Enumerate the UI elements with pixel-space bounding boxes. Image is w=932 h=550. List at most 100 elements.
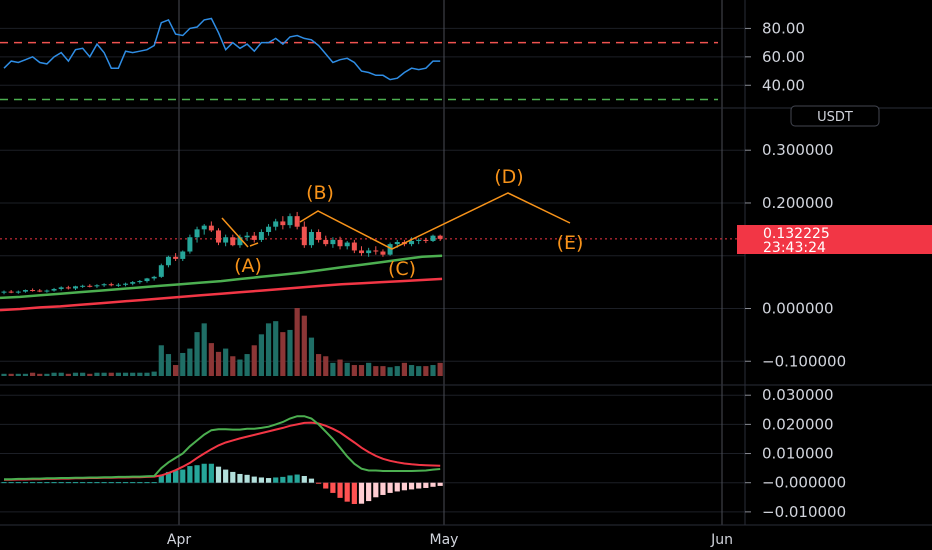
volume-bar <box>330 362 336 376</box>
ma-slow-line <box>0 277 443 312</box>
macd-hist-bar <box>316 482 322 484</box>
macd-hist-bar <box>15 482 21 484</box>
candle-body <box>130 282 136 284</box>
volume-bar <box>316 354 322 376</box>
price-tick-label: 0.300000 <box>762 141 834 159</box>
volume-bar <box>101 372 107 376</box>
volume-bar <box>401 362 407 376</box>
candle-body <box>8 291 14 293</box>
volume-bar <box>1 373 7 376</box>
wave-label-e: (E) <box>557 232 584 254</box>
rsi-axis-ticks: 80.00 60.00 40.00 <box>745 19 805 94</box>
volume-bar <box>258 334 264 376</box>
time-axis[interactable]: Apr May Jun <box>0 524 932 548</box>
candle-body <box>173 256 179 259</box>
candle-body <box>258 231 264 240</box>
candle-body <box>416 239 422 241</box>
candle-body <box>180 251 186 259</box>
volume-bar <box>87 373 93 376</box>
candle-body <box>330 239 336 245</box>
candle-body <box>337 239 343 247</box>
candle-body <box>187 237 193 252</box>
macd-hist-bar <box>165 471 172 483</box>
last-price-tag: 0.132225 23:43:24 <box>737 225 932 256</box>
macd-hist-bar <box>58 482 64 484</box>
macd-hist-bar <box>80 482 86 484</box>
macd-hist-bar <box>115 482 121 484</box>
volume-bar <box>408 365 415 376</box>
macd-hist-bar <box>72 482 79 484</box>
candle-body <box>273 221 279 227</box>
candle-body <box>201 225 207 230</box>
volume-bar <box>230 356 236 376</box>
volume-bar <box>323 356 329 376</box>
price-tick-label: −0.100000 <box>762 352 846 370</box>
bar-countdown: 23:43:24 <box>763 240 826 256</box>
candle-body <box>394 242 400 245</box>
wave-label-a: (A) <box>234 255 262 277</box>
price-tick-label: 0.200000 <box>762 194 834 212</box>
candle-body <box>51 288 57 291</box>
macd-histogram <box>1 463 443 504</box>
candle-body <box>223 237 229 243</box>
rsi-tick-label: 80.00 <box>762 19 805 37</box>
candle-body <box>30 290 36 292</box>
macd-hist-bar <box>215 466 222 483</box>
elliott-wave-path <box>221 192 571 250</box>
volume-bar <box>237 359 243 376</box>
macd-hist-bar <box>44 482 50 484</box>
candle-body <box>58 287 64 289</box>
macd-hist-bar <box>358 482 365 504</box>
candle-body <box>237 237 243 246</box>
candle-body <box>308 231 314 246</box>
volume-bar <box>144 372 150 376</box>
macd-tick-label: 0.020000 <box>762 415 834 433</box>
macd-hist-bar <box>180 469 186 483</box>
macd-hist-bar <box>94 482 100 484</box>
macd-hist-bar <box>201 463 207 483</box>
candle-body <box>94 285 100 287</box>
volume-bar <box>394 366 400 376</box>
last-price-value: 0.132225 <box>763 226 830 242</box>
macd-hist-bar <box>1 482 7 484</box>
macd-hist-bar <box>308 478 315 483</box>
volume-bar <box>380 366 386 376</box>
macd-hist-bar <box>330 482 336 493</box>
volume-bar <box>387 367 393 376</box>
currency-badge[interactable]: USDT <box>790 105 880 127</box>
candle-body <box>1 291 7 293</box>
currency-badge-label: USDT <box>817 110 853 125</box>
time-label-may: May <box>430 532 459 548</box>
macd-hist-bar <box>223 469 229 483</box>
wave-label-b: (B) <box>306 182 334 204</box>
candle-body <box>301 226 307 246</box>
macd-hist-bar <box>387 482 393 493</box>
macd-hist-bar <box>366 482 372 502</box>
candle-body <box>194 229 200 238</box>
macd-hist-bar <box>380 482 386 495</box>
volume-bar <box>8 373 14 376</box>
candle-body <box>423 239 429 241</box>
candle-body <box>123 283 129 285</box>
price-tick-label: 0.000000 <box>762 299 834 317</box>
candle-body <box>351 242 357 251</box>
candle-body <box>244 235 250 238</box>
macd-line <box>4 415 441 481</box>
price-axis-ticks: 0.300000 0.200000 0.000000 −0.100000 <box>745 141 846 370</box>
right-price-scale[interactable]: 80.00 60.00 40.00 0.300000 0.200000 0.000000… <box>737 0 932 525</box>
volume-bar <box>130 372 136 376</box>
candle-body <box>101 284 107 286</box>
volume-bar <box>15 373 21 376</box>
macd-hist-bar <box>344 482 350 502</box>
macd-tick-label: 0.030000 <box>762 386 834 404</box>
volume-bar <box>80 372 86 376</box>
macd-hist-bar <box>230 471 236 483</box>
macd-hist-bar <box>337 482 343 498</box>
volume-bar <box>151 371 157 376</box>
candle-body <box>316 231 322 240</box>
candle-body <box>115 284 121 286</box>
macd-hist-bar <box>287 475 293 483</box>
candle-body <box>430 235 436 241</box>
macd-tick-label: 0.010000 <box>762 445 834 463</box>
